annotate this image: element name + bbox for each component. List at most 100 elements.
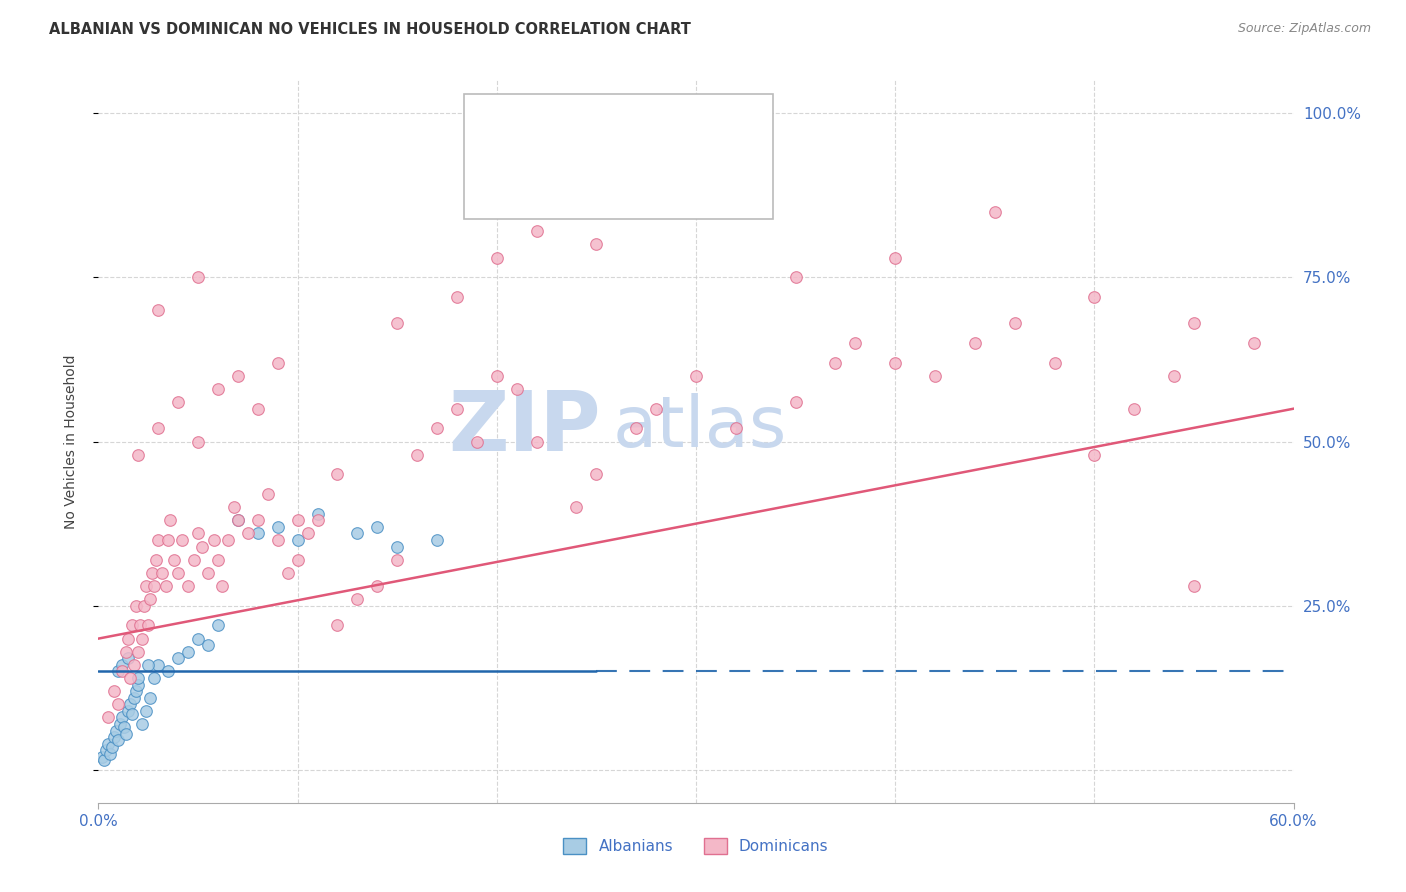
Point: [107, 698, 129, 712]
Point: [112, 720, 135, 734]
Point: [183, 553, 205, 567]
Point: [135, 704, 157, 718]
Text: atlas: atlas: [613, 392, 787, 461]
Point: [120, 671, 142, 685]
Point: [785, 270, 807, 285]
Point: [287, 553, 309, 567]
Point: [585, 467, 607, 482]
Point: [1083, 448, 1105, 462]
Point: [626, 421, 648, 435]
Point: [131, 632, 153, 646]
Point: [346, 526, 368, 541]
Point: [136, 657, 159, 672]
Point: [167, 651, 190, 665]
Point: [159, 513, 181, 527]
Point: [385, 540, 409, 554]
Text: R =: R =: [536, 174, 568, 188]
Point: [187, 632, 209, 646]
Point: [197, 566, 219, 580]
Point: [172, 533, 194, 547]
Point: [115, 645, 138, 659]
Point: [97, 710, 120, 724]
Point: [685, 368, 707, 383]
Point: [187, 526, 209, 541]
Point: [565, 500, 588, 515]
Point: [157, 665, 180, 679]
Point: [148, 657, 170, 672]
Point: [287, 533, 309, 547]
Point: [685, 185, 707, 199]
Point: [105, 723, 128, 738]
Point: [307, 513, 329, 527]
Point: [526, 434, 548, 449]
Point: [124, 657, 146, 672]
Bar: [479, 171, 523, 194]
Text: Source: ZipAtlas.com: Source: ZipAtlas.com: [1237, 22, 1371, 36]
Bar: [479, 119, 523, 141]
Point: [157, 533, 180, 547]
Point: [96, 743, 118, 757]
Point: [326, 467, 349, 482]
Point: [177, 579, 200, 593]
Point: [506, 382, 529, 396]
Point: [256, 487, 278, 501]
Point: [129, 618, 152, 632]
Point: [103, 730, 125, 744]
Point: [226, 513, 249, 527]
Point: [117, 704, 139, 718]
Point: [211, 579, 233, 593]
Point: [127, 677, 149, 691]
Point: [107, 733, 129, 747]
Point: [226, 513, 249, 527]
Point: [207, 618, 229, 632]
Point: [120, 698, 142, 712]
Point: [135, 579, 157, 593]
Point: [111, 657, 134, 672]
Point: [246, 526, 269, 541]
Point: [526, 224, 548, 238]
Point: [1163, 368, 1185, 383]
Point: [1123, 401, 1146, 416]
Point: [246, 401, 269, 416]
Point: [98, 747, 122, 761]
Point: [143, 579, 166, 593]
Point: [346, 592, 368, 607]
Point: [187, 270, 209, 285]
Point: [645, 204, 668, 219]
Legend: Albanians, Dominicans: Albanians, Dominicans: [557, 832, 835, 860]
Point: [110, 717, 132, 731]
Point: [117, 651, 139, 665]
Point: [236, 526, 259, 541]
Point: [1243, 336, 1265, 351]
Point: [645, 401, 668, 416]
Point: [485, 251, 508, 265]
Point: [226, 368, 249, 383]
Point: [222, 500, 245, 515]
Point: [107, 665, 129, 679]
Point: [127, 671, 149, 685]
Point: [1083, 290, 1105, 304]
Text: 0.445: 0.445: [585, 174, 638, 188]
Point: [115, 727, 138, 741]
Point: [1182, 316, 1205, 330]
Point: [963, 336, 986, 351]
Point: [366, 520, 388, 534]
Point: [465, 434, 488, 449]
Point: [326, 618, 349, 632]
Point: [167, 566, 190, 580]
Text: R =: R =: [536, 122, 568, 137]
Point: [267, 520, 290, 534]
Point: [127, 645, 149, 659]
Point: [121, 707, 143, 722]
Point: [307, 507, 329, 521]
Point: [121, 618, 143, 632]
Point: [277, 566, 299, 580]
Point: [134, 599, 156, 613]
Point: [1043, 356, 1066, 370]
Point: [385, 553, 409, 567]
Point: [111, 710, 134, 724]
Point: [148, 303, 170, 318]
Text: -0.000: -0.000: [585, 122, 640, 137]
Point: [446, 401, 468, 416]
Point: [150, 566, 173, 580]
